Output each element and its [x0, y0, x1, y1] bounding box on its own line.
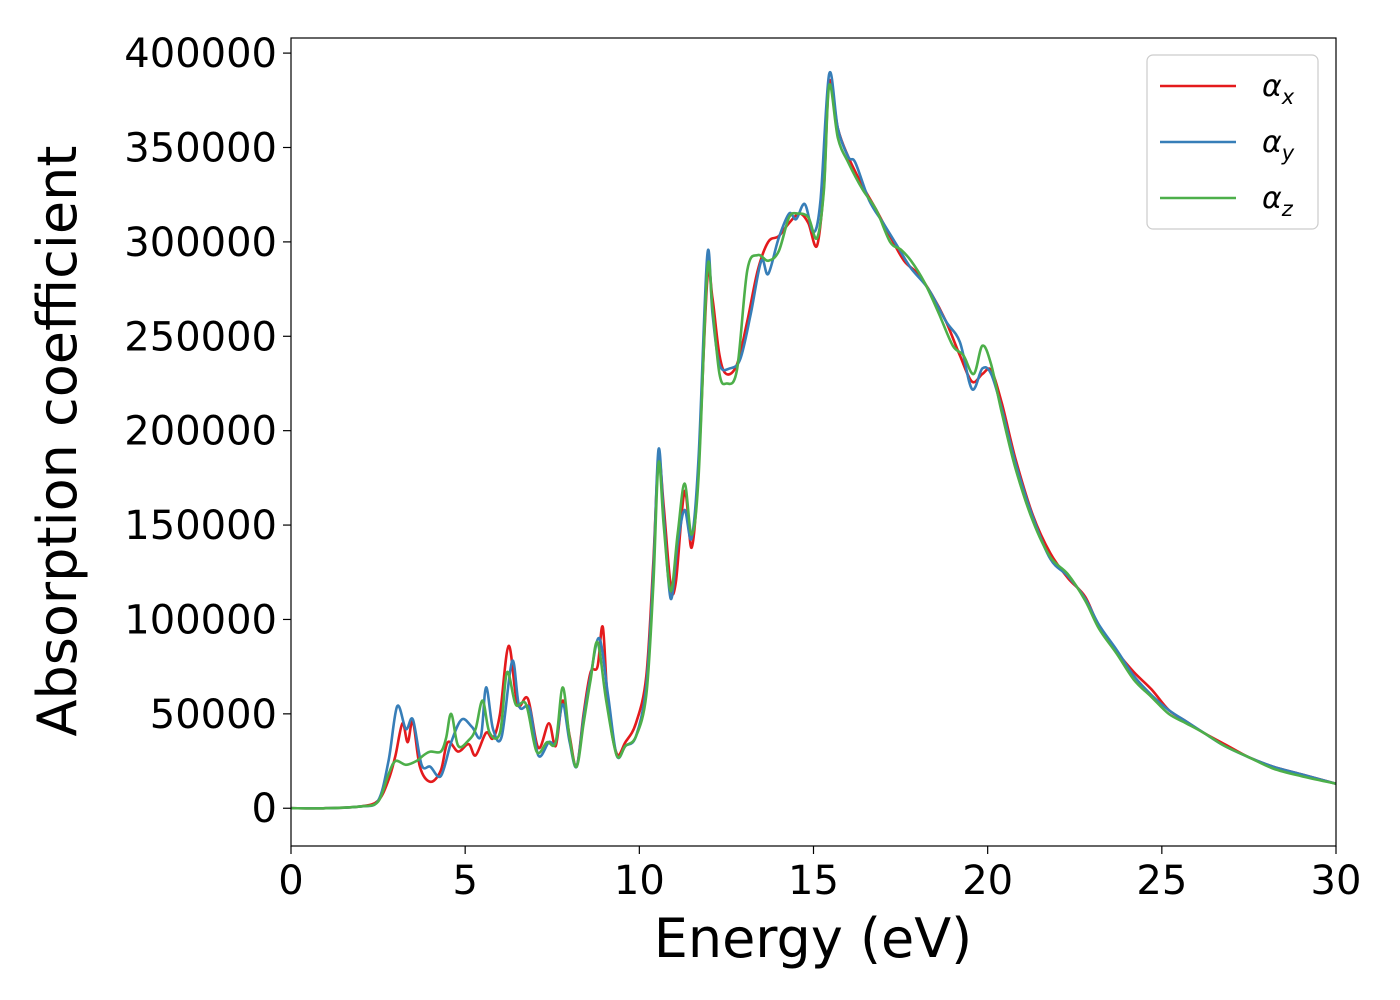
x-tick-label: 20: [962, 858, 1013, 904]
x-tick-label: 0: [278, 858, 303, 904]
y-tick-label: 350000: [124, 125, 277, 171]
x-tick-label: 15: [788, 858, 839, 904]
x-axis-title: Energy (eV): [654, 907, 973, 970]
axes-layer: 0 5 10 15 20 25 30 0 50000 100000 150000 200000 2500…: [124, 31, 1361, 904]
x-tick-label: 5: [452, 858, 477, 904]
legend-label-z: αz: [1262, 181, 1294, 221]
y-tick-label: 0: [252, 786, 277, 832]
y-tick-label: 300000: [124, 220, 277, 266]
legend-label-y: αy: [1262, 125, 1295, 165]
y-tick-label: 400000: [124, 31, 277, 77]
y-tick-label: 150000: [124, 503, 277, 549]
y-axis-title: Absorption coefficient: [26, 146, 89, 737]
y-tick-label: 250000: [124, 314, 277, 360]
y-tick-label: 50000: [150, 692, 277, 738]
legend: αx αy αz: [1146, 54, 1319, 230]
y-tick-label: 200000: [124, 409, 277, 455]
x-tick-label: 25: [1136, 858, 1187, 904]
y-tick-label: 100000: [124, 597, 277, 643]
legend-label-x: αx: [1262, 69, 1295, 109]
series-layer: [291, 70, 1336, 810]
x-tick-label: 30: [1311, 858, 1362, 904]
series-line-z: [291, 83, 1336, 810]
x-tick-label: 10: [614, 858, 665, 904]
series-line-y: [291, 70, 1336, 810]
